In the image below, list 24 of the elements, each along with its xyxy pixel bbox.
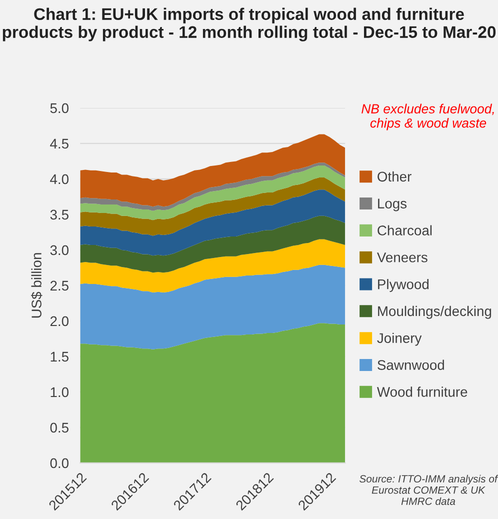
y-tick-label: 2.0 xyxy=(50,316,69,326)
legend-label: Logs xyxy=(378,198,407,212)
chart-title: Chart 1: EU+UK imports of tropical wood and furniture products by product - 12 month rolling total - Dec-15 to Mar-20 xyxy=(2,8,496,42)
y-tick-label: 1.5 xyxy=(50,352,68,362)
legend-label: Mouldings/decking xyxy=(378,306,492,319)
y-tick-label: 2.5 xyxy=(50,280,68,291)
legend-label: Sawnwood xyxy=(378,360,444,370)
legend-label: Wood furniture xyxy=(376,386,468,397)
legend-label: Other xyxy=(378,171,412,182)
y-tick-label: 3.5 xyxy=(50,210,68,220)
y-tick-label: 5.0 xyxy=(50,103,69,114)
y-tick-label: 3.0 xyxy=(50,245,69,256)
y-tick-label: 4.5 xyxy=(50,138,68,149)
legend-label: Charcoal xyxy=(378,225,432,236)
y-tick-label: 4.0 xyxy=(50,174,69,184)
legend-label: Plywood xyxy=(378,279,429,292)
legend-label: Joinery xyxy=(377,332,422,346)
text: NB excludes fuelwood, chips & wood waste xyxy=(362,104,494,130)
y-tick-label: 0.5 xyxy=(50,422,68,433)
legend-label: Veneers xyxy=(376,252,428,262)
y-tick-label: 1.0 xyxy=(50,387,69,398)
source-note: Source: ITTO-IMM analysis of Eurostat COMEXT & UK HMRC data xyxy=(360,474,498,505)
y-tick-label: 0.0 xyxy=(50,458,69,468)
y-axis-title: US$ billion xyxy=(31,253,42,318)
